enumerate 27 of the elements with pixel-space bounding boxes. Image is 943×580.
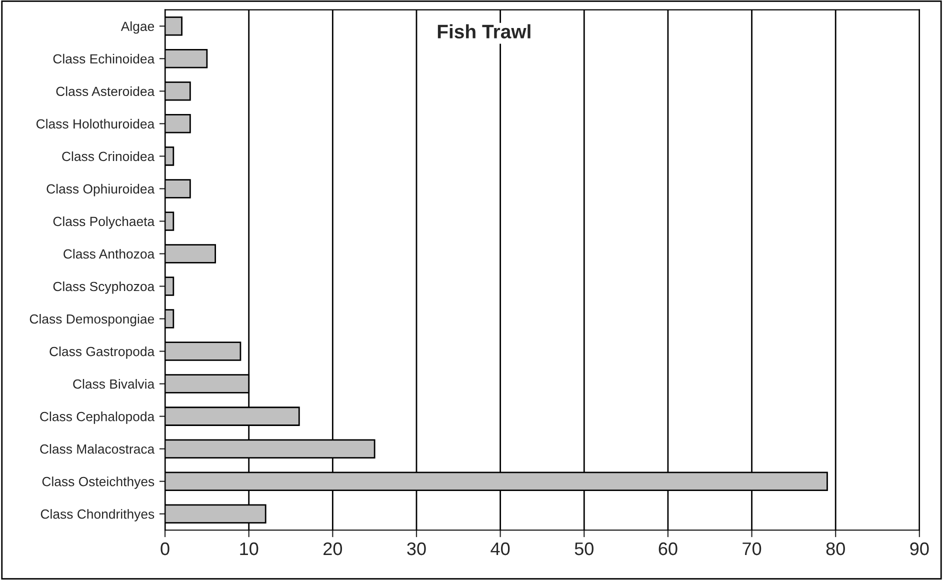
y-tick-label: Class Chondrithyes: [40, 509, 154, 522]
x-tick-label: 40: [490, 542, 510, 556]
x-tick-label: 10: [240, 542, 258, 556]
y-tick-label: Class Echinoidea: [53, 54, 155, 64]
x-tick-label: 80: [826, 542, 845, 556]
y-tick-label: Class Crinoidea: [62, 151, 155, 162]
y-tick-label: Class Gastropoda: [50, 346, 155, 359]
x-tick-label: 30: [407, 542, 426, 556]
y-tick-label: Class Anthozoa: [64, 248, 155, 259]
y-tick-label: Class Bivalvia: [73, 379, 155, 389]
y-tick-label: Class Asteroidea: [56, 86, 155, 96]
y-tick-label: Class Holothuroidea: [36, 118, 155, 129]
y-tick-label: Class Cephalopoda: [40, 412, 155, 424]
y-tick-label: Class Demospongiae: [30, 314, 154, 326]
y-tick-label: Class Malacostraca: [40, 444, 155, 454]
x-tick-label: 0: [160, 542, 170, 556]
x-tick-label: 70: [742, 542, 762, 556]
y-tick-label: Class Scyphozoa: [53, 281, 155, 294]
y-tick-label: Class Polychaeta: [53, 216, 155, 229]
text: Fish Trawl: [438, 24, 530, 38]
y-tick-label: Algae: [120, 21, 154, 34]
x-tick-label: 90: [910, 542, 929, 556]
y-tick-label: Class Osteichthyes: [42, 476, 154, 489]
x-tick-label: 50: [574, 542, 594, 556]
x-tick-label: 60: [658, 542, 678, 556]
y-tick-label: Class Ophiuroidea: [46, 184, 155, 196]
x-tick-label: 20: [324, 542, 342, 556]
